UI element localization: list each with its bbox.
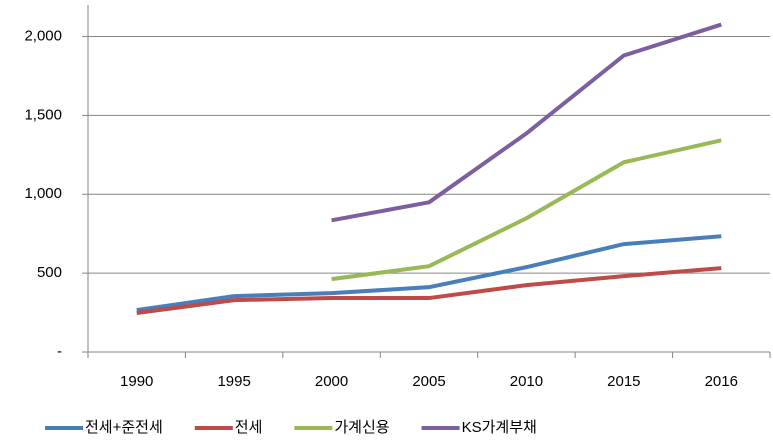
y-tick-label: 2,000 bbox=[24, 28, 62, 45]
y-tick-label: - bbox=[57, 343, 62, 360]
x-tick-label: 2015 bbox=[607, 373, 640, 390]
x-tick-label: 1995 bbox=[217, 373, 250, 390]
y-tick-label: 1,000 bbox=[24, 185, 62, 202]
legend-label: KS가계부채 bbox=[462, 419, 537, 436]
x-tick-label: 1990 bbox=[120, 373, 153, 390]
legend-label: 가계신용 bbox=[334, 419, 389, 436]
x-tick-label: 2000 bbox=[315, 373, 348, 390]
x-tick-label: 2016 bbox=[705, 373, 738, 390]
x-tick-label: 2005 bbox=[412, 373, 445, 390]
legend-label: 전세 bbox=[235, 419, 263, 436]
y-tick-label: 500 bbox=[37, 264, 62, 281]
series-line bbox=[331, 22, 722, 223]
x-tick-label: 2010 bbox=[510, 373, 543, 390]
y-tick-label: 1,500 bbox=[24, 106, 62, 123]
series-line bbox=[136, 266, 722, 316]
series-line bbox=[136, 234, 722, 313]
legend-label: 전세+준전세 bbox=[85, 419, 163, 436]
series-line bbox=[331, 138, 722, 282]
